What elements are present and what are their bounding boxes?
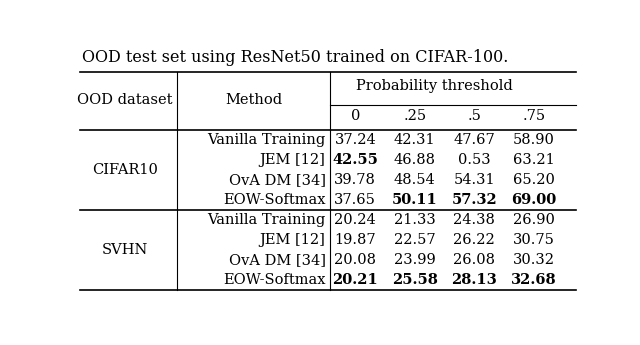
Text: OvA DM [34]: OvA DM [34] xyxy=(228,253,326,267)
Text: 30.75: 30.75 xyxy=(513,233,555,247)
Text: 0.53: 0.53 xyxy=(458,153,491,167)
Text: JEM [12]: JEM [12] xyxy=(260,153,326,167)
Text: 37.65: 37.65 xyxy=(334,193,376,207)
Text: 50.11: 50.11 xyxy=(392,193,438,207)
Text: 69.00: 69.00 xyxy=(511,193,556,207)
Text: 47.67: 47.67 xyxy=(454,134,495,147)
Text: 46.88: 46.88 xyxy=(394,153,436,167)
Text: 26.22: 26.22 xyxy=(454,233,495,247)
Text: .5: .5 xyxy=(467,109,481,124)
Text: CIFAR10: CIFAR10 xyxy=(92,163,157,177)
Text: 20.24: 20.24 xyxy=(335,213,376,227)
Text: .25: .25 xyxy=(403,109,426,124)
Text: 48.54: 48.54 xyxy=(394,173,436,187)
Text: 57.32: 57.32 xyxy=(451,193,497,207)
Text: 54.31: 54.31 xyxy=(454,173,495,187)
Text: 63.21: 63.21 xyxy=(513,153,555,167)
Text: 26.08: 26.08 xyxy=(453,253,495,267)
Text: 24.38: 24.38 xyxy=(453,213,495,227)
Text: OvA DM [34]: OvA DM [34] xyxy=(228,173,326,187)
Text: 0: 0 xyxy=(351,109,360,124)
Text: 21.33: 21.33 xyxy=(394,213,436,227)
Text: 22.57: 22.57 xyxy=(394,233,436,247)
Text: 25.58: 25.58 xyxy=(392,273,438,287)
Text: OOD dataset: OOD dataset xyxy=(77,93,172,107)
Text: .75: .75 xyxy=(522,109,545,124)
Text: SVHN: SVHN xyxy=(102,243,148,257)
Text: 19.87: 19.87 xyxy=(335,233,376,247)
Text: Vanilla Training: Vanilla Training xyxy=(207,213,326,227)
Text: 42.31: 42.31 xyxy=(394,134,436,147)
Text: 42.55: 42.55 xyxy=(332,153,378,167)
Text: OOD test set using ResNet50 trained on CIFAR-100.: OOD test set using ResNet50 trained on C… xyxy=(83,49,509,66)
Text: 26.90: 26.90 xyxy=(513,213,555,227)
Text: Method: Method xyxy=(225,93,282,107)
Text: Probability threshold: Probability threshold xyxy=(356,79,513,93)
Text: Vanilla Training: Vanilla Training xyxy=(207,134,326,147)
Text: 28.13: 28.13 xyxy=(451,273,497,287)
Text: 20.08: 20.08 xyxy=(334,253,376,267)
Text: 30.32: 30.32 xyxy=(513,253,555,267)
Text: 65.20: 65.20 xyxy=(513,173,555,187)
Text: JEM [12]: JEM [12] xyxy=(260,233,326,247)
Text: 20.21: 20.21 xyxy=(332,273,378,287)
Text: 58.90: 58.90 xyxy=(513,134,555,147)
Text: EOW-Softmax: EOW-Softmax xyxy=(223,193,326,207)
Text: 32.68: 32.68 xyxy=(511,273,557,287)
Text: 37.24: 37.24 xyxy=(335,134,376,147)
Text: 39.78: 39.78 xyxy=(334,173,376,187)
Text: EOW-Softmax: EOW-Softmax xyxy=(223,273,326,287)
Text: 23.99: 23.99 xyxy=(394,253,436,267)
